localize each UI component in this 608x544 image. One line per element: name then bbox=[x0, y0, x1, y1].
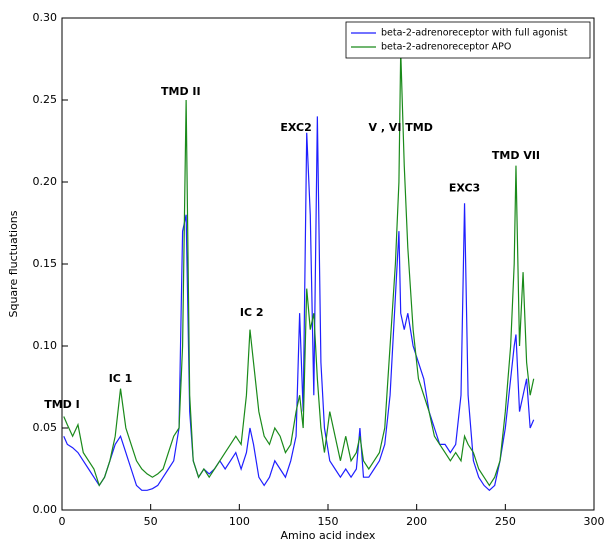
annotation: EXC3 bbox=[449, 182, 480, 195]
x-tick-label: 100 bbox=[229, 515, 250, 528]
x-tick-label: 200 bbox=[406, 515, 427, 528]
y-tick-label: 0.00 bbox=[33, 503, 58, 516]
x-axis-label: Amino acid index bbox=[281, 529, 376, 542]
legend-box bbox=[345, 21, 591, 59]
annotation: EXC2 bbox=[280, 121, 311, 134]
x-tick-label: 50 bbox=[144, 515, 158, 528]
y-tick-label: 0.30 bbox=[33, 11, 58, 24]
y-tick-label: 0.05 bbox=[33, 421, 58, 434]
x-tick-label: 300 bbox=[584, 515, 605, 528]
annotation: IC 1 bbox=[109, 372, 133, 385]
y-tick-label: 0.25 bbox=[33, 93, 58, 106]
legend-label: beta-2-adrenoreceptor with full agonist bbox=[381, 28, 568, 39]
annotation: TMD VII bbox=[492, 149, 540, 162]
annotation: TMD I bbox=[44, 398, 80, 411]
annotation: V , VI TMD bbox=[369, 121, 433, 134]
series-line bbox=[63, 50, 535, 487]
annotation: TMD II bbox=[161, 85, 201, 98]
x-tick-label: 250 bbox=[495, 515, 516, 528]
y-tick-label: 0.15 bbox=[33, 257, 58, 270]
x-tick-label: 0 bbox=[59, 515, 66, 528]
x-tick-label: 150 bbox=[318, 515, 339, 528]
legend-label: beta-2-adrenoreceptor APO bbox=[381, 42, 511, 53]
series-line bbox=[63, 116, 535, 492]
y-tick-label: 0.10 bbox=[33, 339, 58, 352]
y-tick-label: 0.20 bbox=[33, 175, 58, 188]
y-axis-label: Square fluctuations bbox=[7, 210, 20, 317]
annotation: IC 2 bbox=[240, 306, 264, 319]
